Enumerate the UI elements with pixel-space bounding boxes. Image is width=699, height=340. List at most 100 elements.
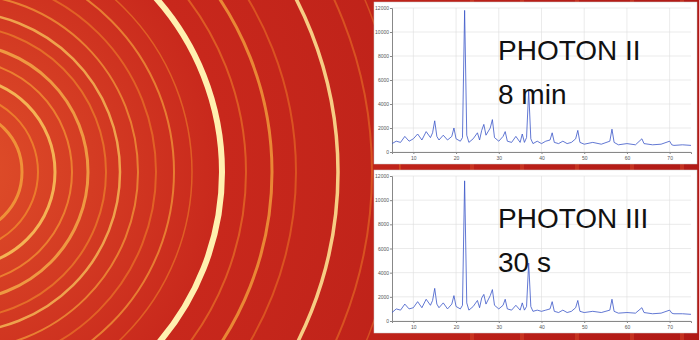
diffraction-ring [0, 0, 400, 340]
tick-mark [390, 104, 392, 105]
tick: 70 [667, 321, 673, 330]
tick: 6000 [378, 246, 392, 252]
plot-area: 10 20 30 40 50 60 70 0 2000 4000 6000 8000 10000 1200… [375, 173, 691, 329]
tick: 8000 [378, 53, 392, 59]
tick-label: 12000 [375, 173, 389, 179]
tick-label: 20 [454, 155, 460, 161]
grid-line [392, 32, 691, 33]
tick-label: 50 [582, 155, 588, 161]
grid-line [392, 8, 691, 9]
tick: 50 [582, 152, 588, 161]
grid-line [392, 200, 691, 201]
tick-label: 4000 [378, 270, 389, 276]
tick-label: 30 [497, 155, 503, 161]
tick-label: 6000 [378, 246, 389, 252]
diffraction-ring [0, 0, 246, 340]
detector-image [0, 0, 699, 340]
tick: 10 [411, 321, 417, 330]
tick-label: 2000 [378, 125, 389, 131]
tick: 70 [667, 152, 673, 161]
diffraction-ring [0, 110, 22, 234]
tick-mark [390, 56, 392, 57]
tick-mark [390, 297, 392, 298]
tick-label: 10 [411, 155, 417, 161]
inset-chart: 10 20 30 40 50 60 70 0 2000 4000 6000 8000 10000 1200… [374, 170, 697, 333]
diffraction-ring [0, 0, 156, 340]
tick-mark [390, 8, 392, 9]
tick-label: 10 [411, 324, 417, 330]
tick-label: 20 [454, 324, 460, 330]
tick-mark [390, 200, 392, 201]
tick-label: 40 [539, 324, 545, 330]
inset-background [374, 2, 697, 164]
grid [392, 176, 691, 321]
tick: 12000 [375, 173, 392, 179]
diffraction-ring [0, 0, 272, 340]
series [392, 181, 691, 315]
grid-line [392, 296, 691, 297]
tick: 40 [539, 321, 545, 330]
diffraction-ring [0, 12, 120, 332]
tick-label: 12000 [375, 5, 389, 11]
x-axis: 10 20 30 40 50 60 70 [393, 321, 692, 330]
tick: 20 [454, 321, 460, 330]
tick-label: 70 [667, 324, 673, 330]
tick: 2000 [378, 125, 392, 131]
tick-mark [390, 224, 392, 225]
plot-area: 10 20 30 40 50 60 70 0 2000 4000 6000 8000 10000 1200… [375, 5, 691, 160]
tick: 20 [454, 152, 460, 161]
tick: 4000 [378, 270, 392, 276]
tick-label: 10000 [375, 29, 389, 35]
series [392, 10, 691, 145]
tick-label: 50 [582, 324, 588, 330]
tick: 12000 [375, 5, 392, 11]
y-axis: 0 2000 4000 6000 8000 10000 12000 [375, 173, 392, 324]
tick-label: 10000 [375, 197, 389, 203]
tick-mark [390, 32, 392, 33]
tick: 40 [539, 152, 545, 161]
tick: 10000 [375, 29, 392, 35]
diffraction-ring [0, 0, 222, 340]
tick-label: 60 [625, 155, 631, 161]
tick-label: 4000 [378, 101, 389, 107]
tick-label: 8000 [378, 53, 389, 59]
tick-mark [390, 321, 392, 322]
tick-label: 0 [386, 149, 389, 155]
tick-mark [390, 273, 392, 274]
tick: 2000 [378, 294, 392, 300]
tick: 0 [386, 149, 392, 155]
grid-line [392, 176, 691, 177]
tick: 60 [625, 152, 631, 161]
tick: 0 [386, 318, 392, 324]
tick: 60 [625, 321, 631, 330]
tick-mark [390, 80, 392, 81]
inset-background [374, 170, 697, 333]
diffraction-ring [0, 77, 55, 267]
inset-chart: 10 20 30 40 50 60 70 0 2000 4000 6000 8000 10000 1200… [374, 2, 697, 164]
tick: 10000 [375, 197, 392, 203]
x-axis: 10 20 30 40 50 60 70 [393, 152, 692, 161]
tick: 4000 [378, 101, 392, 107]
tick-label: 60 [625, 324, 631, 330]
tick: 50 [582, 321, 588, 330]
tick-mark [390, 128, 392, 129]
tick: 8000 [378, 221, 392, 227]
subtitle: 8 min [498, 79, 566, 110]
tick-label: 0 [386, 318, 389, 324]
axis-line [390, 177, 393, 322]
figure: 10 20 30 40 50 60 70 0 2000 4000 6000 8000 10000 1200… [0, 0, 699, 340]
diffraction-ring [0, 0, 372, 340]
axis-line [390, 9, 393, 153]
title: PHOTON II [498, 35, 641, 66]
y-axis: 0 2000 4000 6000 8000 10000 12000 [375, 5, 392, 155]
grid-line [392, 128, 691, 129]
tick-label: 70 [667, 155, 673, 161]
diffraction-ring [0, 26, 106, 318]
tick-label: 40 [539, 155, 545, 161]
grid [392, 8, 691, 152]
tick-label: 30 [497, 324, 503, 330]
background [0, 0, 699, 340]
tick: 6000 [378, 77, 392, 83]
title: PHOTON III [498, 203, 648, 234]
diffraction-ring [0, 0, 338, 340]
